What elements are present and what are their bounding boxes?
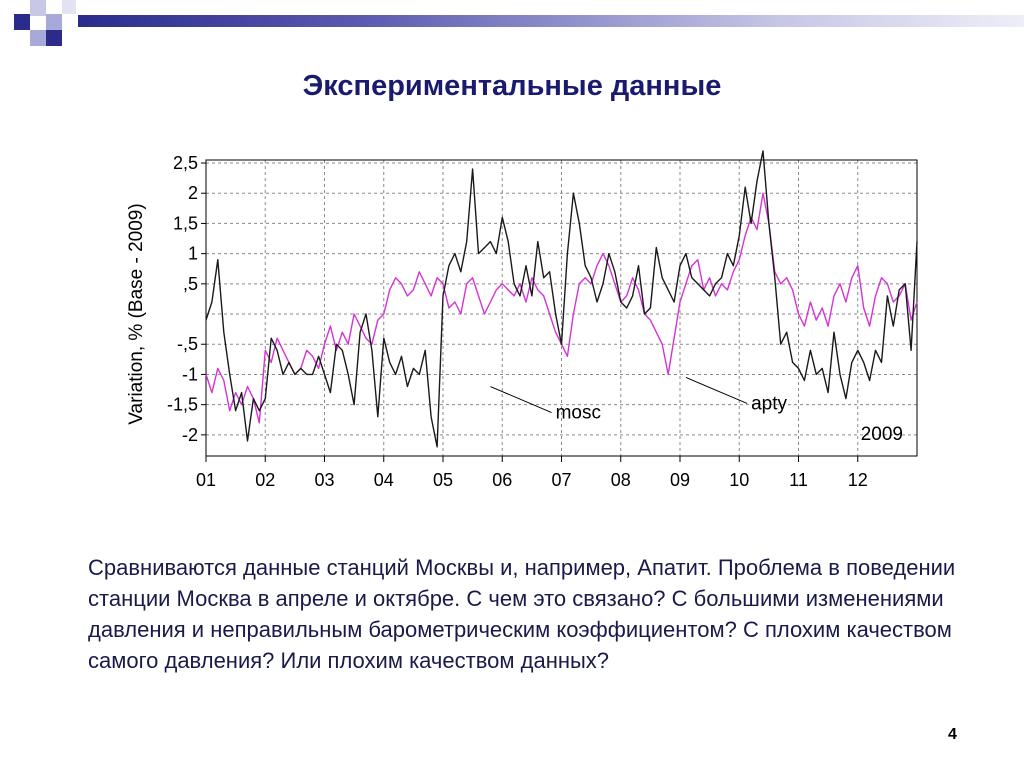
x-tick-label: 10 <box>729 470 749 490</box>
x-tick-label: 07 <box>551 470 571 490</box>
x-tick-label: 11 <box>789 470 808 490</box>
annotation-leader <box>490 386 552 413</box>
x-tick-label: 05 <box>433 470 453 490</box>
y-tick-label: 1 <box>188 244 198 264</box>
decor-square <box>30 30 46 46</box>
y-tick-label: -,5 <box>177 334 198 354</box>
annotation-leader <box>685 377 748 404</box>
chart-annotations: mosc apty <box>490 377 788 424</box>
x-tick-label: 02 <box>255 470 275 490</box>
decor-square <box>14 14 30 30</box>
x-tick-label: 04 <box>374 470 394 490</box>
x-tick-label: 06 <box>492 470 512 490</box>
chart-axes: 2,521,51,5-,5-1-1,5-201 02 03 04 05 06 07 08 09 1… <box>167 153 868 490</box>
x-tick-label: 03 <box>314 470 334 490</box>
decor-square <box>62 0 76 14</box>
y-tick-label: -2 <box>182 425 198 445</box>
decor-square <box>46 14 62 30</box>
x-tick-label: 09 <box>670 470 690 490</box>
year-label: 2009 <box>861 424 903 445</box>
decor-square <box>30 0 46 16</box>
x-tick-label: 12 <box>848 470 868 490</box>
chart-series <box>205 150 918 448</box>
x-tick-label: 01 <box>196 470 216 490</box>
decor-square <box>46 30 62 46</box>
annotation-label: mosc <box>556 403 601 424</box>
page-number: 4 <box>948 726 957 743</box>
series-line-mosc <box>205 150 918 448</box>
y-tick-label: 1,5 <box>173 213 198 233</box>
annotation-label: apty <box>751 393 787 414</box>
y-tick-label: ,5 <box>183 274 198 294</box>
y-tick-label: -1,5 <box>167 395 198 415</box>
y-axis-label: Variation, % (Base - 2009) <box>126 203 147 424</box>
y-tick-label: 2,5 <box>173 153 198 173</box>
y-tick-label: -1 <box>182 364 198 384</box>
y-tick-label: 2 <box>188 183 198 203</box>
slide-title: Экспериментальные данные <box>302 70 722 102</box>
x-tick-label: 08 <box>611 470 631 490</box>
body-text: Сравниваются данные станций Москвы и, на… <box>88 555 956 673</box>
header-gradient-bar <box>78 15 1024 27</box>
